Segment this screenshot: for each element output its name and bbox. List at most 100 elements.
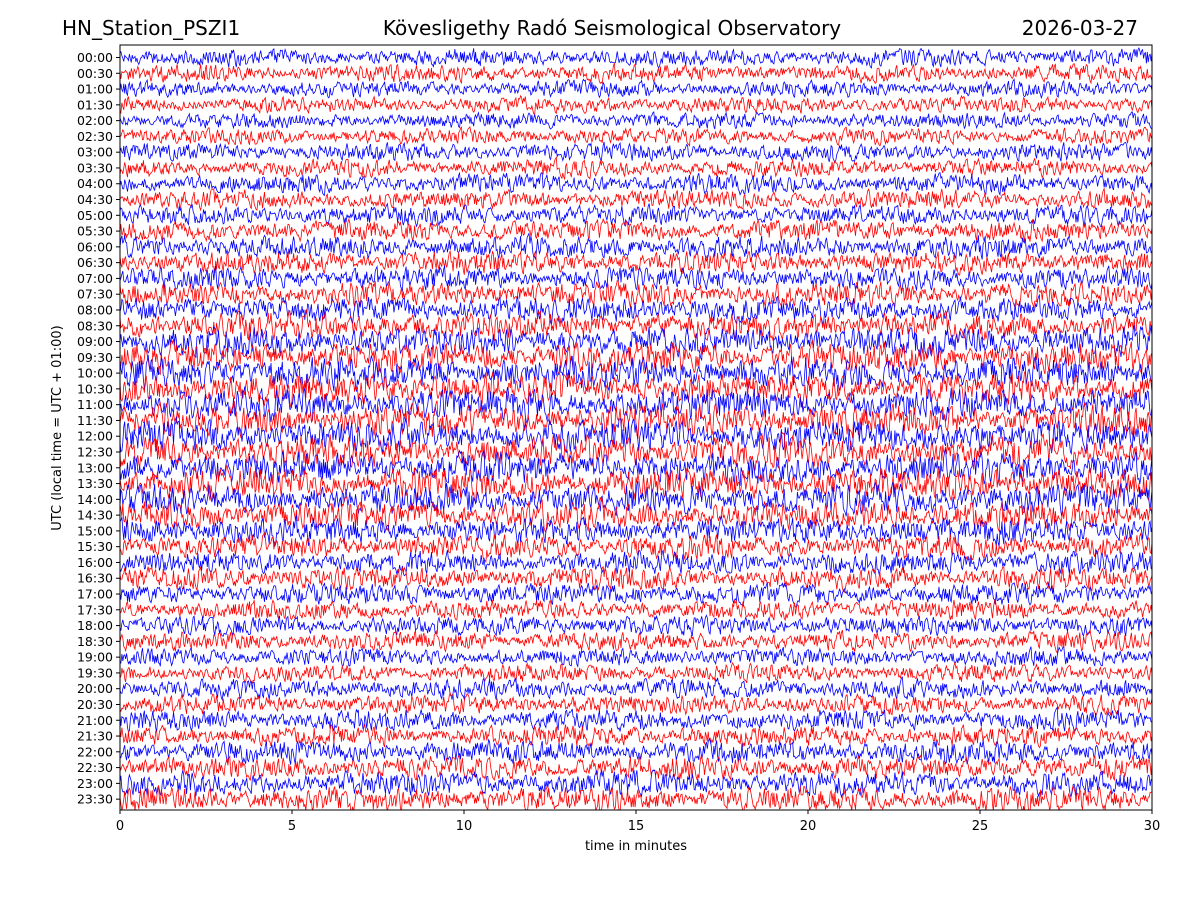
trace-0100: [120, 78, 1152, 100]
trace-0730: [120, 280, 1152, 309]
y-tick-label: 02:00: [77, 113, 113, 128]
y-tick-label: 04:30: [77, 192, 113, 207]
trace-0330: [120, 156, 1152, 181]
chart-title-center: Kövesligethy Radó Seismological Observat…: [383, 16, 841, 40]
y-tick-label: 03:30: [77, 160, 113, 175]
y-tick-label: 06:00: [77, 239, 113, 254]
trace-1530: [120, 531, 1152, 564]
y-tick-label: 06:30: [77, 255, 113, 270]
trace-0000: [120, 46, 1152, 69]
y-tick-label: 19:00: [77, 650, 113, 665]
trace-0300: [120, 141, 1152, 164]
y-tick-label: 19:30: [77, 665, 113, 680]
y-tick-label: 12:00: [77, 429, 113, 444]
trace-0130: [120, 94, 1152, 115]
trace-1130: [120, 400, 1152, 440]
trace-0030: [120, 62, 1152, 85]
y-tick-label: 13:30: [77, 476, 113, 491]
trace-0400: [120, 171, 1152, 197]
trace-2030: [120, 691, 1152, 716]
y-tick-label: 05:30: [77, 224, 113, 239]
y-axis: 00:0000:3001:0001:3002:0002:3003:0003:30…: [77, 50, 120, 807]
y-tick-label: 10:30: [77, 381, 113, 396]
trace-1700: [120, 582, 1152, 608]
y-tick-label: 14:00: [77, 492, 113, 507]
trace-1930: [120, 661, 1152, 684]
y-tick-label: 00:00: [77, 50, 113, 65]
x-axis: 0 5 10 15 20 25 30: [116, 810, 1160, 834]
y-tick-label: 08:00: [77, 302, 113, 317]
y-tick-label: 21:00: [77, 713, 113, 728]
trace-0430: [120, 188, 1152, 212]
trace-1600: [120, 549, 1152, 577]
y-tick-label: 01:00: [77, 82, 113, 97]
trace-1900: [120, 646, 1152, 668]
y-tick-label: 18:00: [77, 618, 113, 633]
y-tick-label: 16:00: [77, 555, 113, 570]
y-tick-label: 02:30: [77, 129, 113, 144]
trace-1500: [120, 514, 1152, 547]
trace-1400: [120, 480, 1152, 517]
trace-0800: [120, 293, 1152, 325]
trace-1800: [120, 614, 1152, 638]
y-tick-label: 13:00: [77, 460, 113, 475]
chart-title-right: 2026-03-27: [1022, 16, 1138, 40]
x-axis-label: time in minutes: [585, 839, 687, 854]
y-tick-label: 20:00: [77, 681, 113, 696]
y-tick-label: 15:00: [77, 523, 113, 538]
trace-1630: [120, 565, 1152, 594]
y-axis-label: UTC (local time = UTC + 01:00): [50, 325, 65, 530]
trace-2230: [120, 754, 1152, 782]
y-tick-label: 18:30: [77, 634, 113, 649]
y-tick-label: 08:30: [77, 318, 113, 333]
trace-2330: [120, 785, 1152, 810]
x-tick-label: 5: [288, 819, 296, 834]
trace-0200: [120, 111, 1152, 130]
y-tick-label: 07:30: [77, 287, 113, 302]
y-tick-label: 12:30: [77, 445, 113, 460]
trace-1230: [120, 432, 1152, 472]
trace-2100: [120, 706, 1152, 733]
y-tick-label: 09:00: [77, 334, 113, 349]
trace-1000: [120, 354, 1152, 393]
y-tick-label: 23:00: [77, 776, 113, 791]
trace-2130: [120, 723, 1152, 749]
y-tick-label: 20:30: [77, 697, 113, 712]
y-tick-label: 05:00: [77, 208, 113, 223]
trace-0500: [120, 202, 1152, 228]
y-tick-label: 17:00: [77, 587, 113, 602]
trace-0930: [120, 339, 1152, 376]
y-tick-label: 09:30: [77, 350, 113, 365]
y-tick-label: 00:30: [77, 66, 113, 81]
trace-1330: [120, 464, 1152, 503]
chart-title-left: HN_Station_PSZI1: [62, 16, 240, 40]
trace-1100: [120, 386, 1152, 425]
y-tick-label: 03:00: [77, 145, 113, 160]
y-tick-label: 23:30: [77, 792, 113, 807]
trace-2000: [120, 676, 1152, 702]
x-tick-label: 10: [456, 819, 473, 834]
y-tick-label: 22:00: [77, 744, 113, 759]
y-tick-label: 01:30: [77, 97, 113, 112]
trace-1200: [120, 415, 1152, 456]
y-tick-label: 11:00: [77, 397, 113, 412]
y-tick-label: 04:00: [77, 176, 113, 191]
trace-2200: [120, 737, 1152, 765]
y-tick-label: 15:30: [77, 539, 113, 554]
x-tick-label: 30: [1144, 819, 1161, 834]
trace-0630: [120, 249, 1152, 276]
trace-0700: [120, 265, 1152, 292]
trace-2300: [120, 769, 1152, 799]
y-tick-label: 17:30: [77, 602, 113, 617]
trace-0530: [120, 217, 1152, 243]
trace-1730: [120, 597, 1152, 622]
trace-1030: [120, 370, 1152, 409]
trace-1430: [120, 496, 1152, 534]
trace-0900: [120, 325, 1152, 362]
y-tick-label: 10:00: [77, 366, 113, 381]
trace-0600: [120, 231, 1152, 261]
trace-1830: [120, 628, 1152, 654]
traces-layer: [120, 46, 1152, 810]
